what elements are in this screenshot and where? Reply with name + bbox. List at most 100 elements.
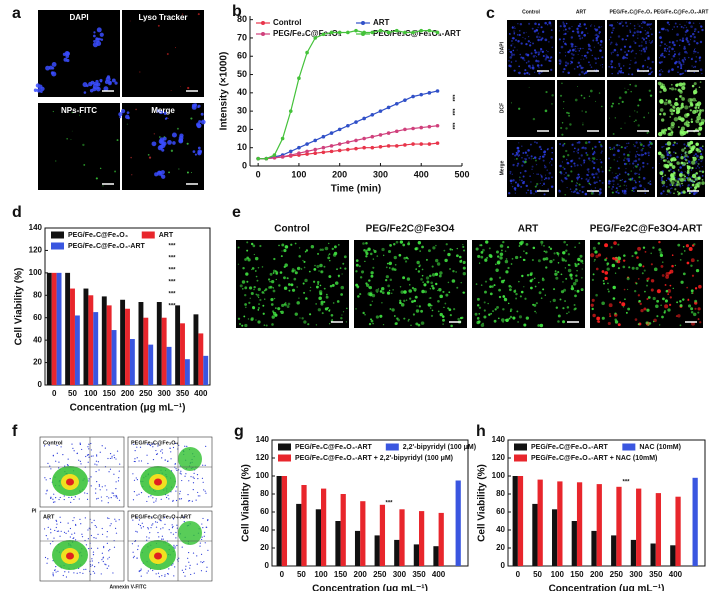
fluorescence-dot [414, 295, 418, 299]
event-dot [157, 445, 159, 447]
event-dot [49, 465, 51, 467]
fluorescence-dot [678, 192, 681, 195]
fluorescence-dot [535, 56, 537, 58]
y-axis-label: Cell Viability (%) [241, 464, 252, 542]
event-dot [153, 443, 156, 445]
data-point [370, 145, 375, 150]
legend-swatch [261, 32, 265, 36]
event-dot [50, 497, 52, 499]
fluorescence-dot [586, 174, 589, 177]
event-dot [79, 460, 81, 463]
x-tick-label: 400 [669, 570, 683, 579]
fluorescence-dot [670, 87, 675, 91]
fluorescence-dot [561, 180, 564, 183]
event-dot [88, 443, 90, 445]
fluorescence-dot [344, 267, 347, 270]
fluorescence-dot [637, 147, 639, 149]
event-dot [71, 533, 73, 535]
fluorescence-dot [480, 255, 484, 259]
fluorescence-dot [666, 189, 671, 193]
fluorescence-dot [571, 159, 574, 162]
fluorescence-dot [604, 243, 609, 248]
fluorescence-dot [271, 323, 274, 326]
fluorescence-dot [550, 160, 551, 162]
fluorescence-dot [372, 266, 375, 269]
bar [360, 501, 366, 566]
fluorescence-dot [646, 31, 650, 34]
fluorescence-dot [548, 59, 551, 62]
fluorescence-dot [190, 117, 193, 120]
fluorescence-dot [667, 160, 670, 164]
fluorescence-dot [537, 173, 539, 176]
fluorescence-dot [591, 148, 593, 150]
fluorescence-dot [500, 279, 505, 284]
fluorescence-dot [174, 47, 176, 49]
event-dot [155, 453, 158, 455]
fluorescence-dot [320, 302, 324, 306]
fluorescence-dot [496, 260, 501, 265]
fluorescence-dot [516, 33, 519, 36]
fluorescence-dot [663, 311, 666, 314]
fluorescence-dot [606, 262, 610, 266]
fluorescence-dot [695, 99, 697, 102]
fluorescence-dot [628, 142, 630, 144]
fluorescence-dot [290, 243, 293, 246]
fluorescence-dot [603, 282, 605, 285]
bar [616, 486, 622, 566]
fluorescence-dot [493, 284, 496, 287]
fluorescence-dot [673, 26, 675, 28]
fluorescence-dot [679, 106, 683, 110]
fluorescence-dot [626, 153, 630, 157]
fluorescence-dot [689, 178, 692, 181]
fluorescence-dot [563, 240, 566, 244]
event-dot [115, 481, 117, 483]
fluorescence-dot [622, 265, 626, 269]
bar [301, 485, 307, 566]
data-point [378, 28, 383, 33]
density [178, 447, 202, 471]
fluorescence-dot [637, 124, 640, 127]
event-dot [114, 527, 117, 530]
fluorescence-dot [564, 300, 566, 302]
fluorescence-dot [435, 282, 438, 286]
data-point [370, 112, 375, 117]
fluorescence-dot [494, 308, 497, 311]
data-point [370, 30, 375, 35]
fluorescence-dot [367, 247, 371, 251]
fluorescence-dot [168, 171, 170, 174]
fluorescence-dot [574, 98, 578, 102]
fluorescence-dot [594, 145, 597, 149]
fluorescence-dot [257, 309, 260, 311]
fluorescence-dot [524, 297, 527, 300]
legend-swatch [514, 454, 527, 462]
fluorescence-dot [566, 175, 568, 177]
fluorescence-dot [429, 288, 432, 290]
fluorescence-dot [394, 322, 398, 326]
data-point [305, 149, 309, 154]
data-point [305, 50, 309, 55]
fluorescence-dot [339, 267, 342, 269]
fluorescence-dot [672, 177, 676, 181]
fluorescence-dot [691, 173, 697, 179]
fluorescence-dot [621, 189, 624, 192]
event-dot [159, 519, 161, 521]
fluorescence-dot [255, 293, 257, 295]
fluorescence-dot [562, 166, 564, 168]
event-dot [192, 476, 194, 478]
fluorescence-dot [596, 35, 600, 38]
fluorescence-dot [331, 247, 334, 251]
event-dot [205, 445, 207, 447]
fluorescence-dot [573, 303, 576, 306]
fluorescence-dot [680, 161, 684, 165]
fluorescence-dot [408, 289, 413, 293]
fluorescence-dot [338, 276, 340, 278]
fluorescence-dot [428, 274, 432, 278]
event-dot [56, 523, 58, 525]
fluorescence-dot [677, 169, 680, 171]
fluorescence-dot [328, 259, 331, 262]
x-tick-label: 150 [102, 389, 116, 398]
fluorescence-dot [582, 122, 584, 124]
panel-letter: b [232, 3, 242, 20]
event-dot [107, 457, 109, 460]
fluorescence-dot [323, 265, 326, 268]
